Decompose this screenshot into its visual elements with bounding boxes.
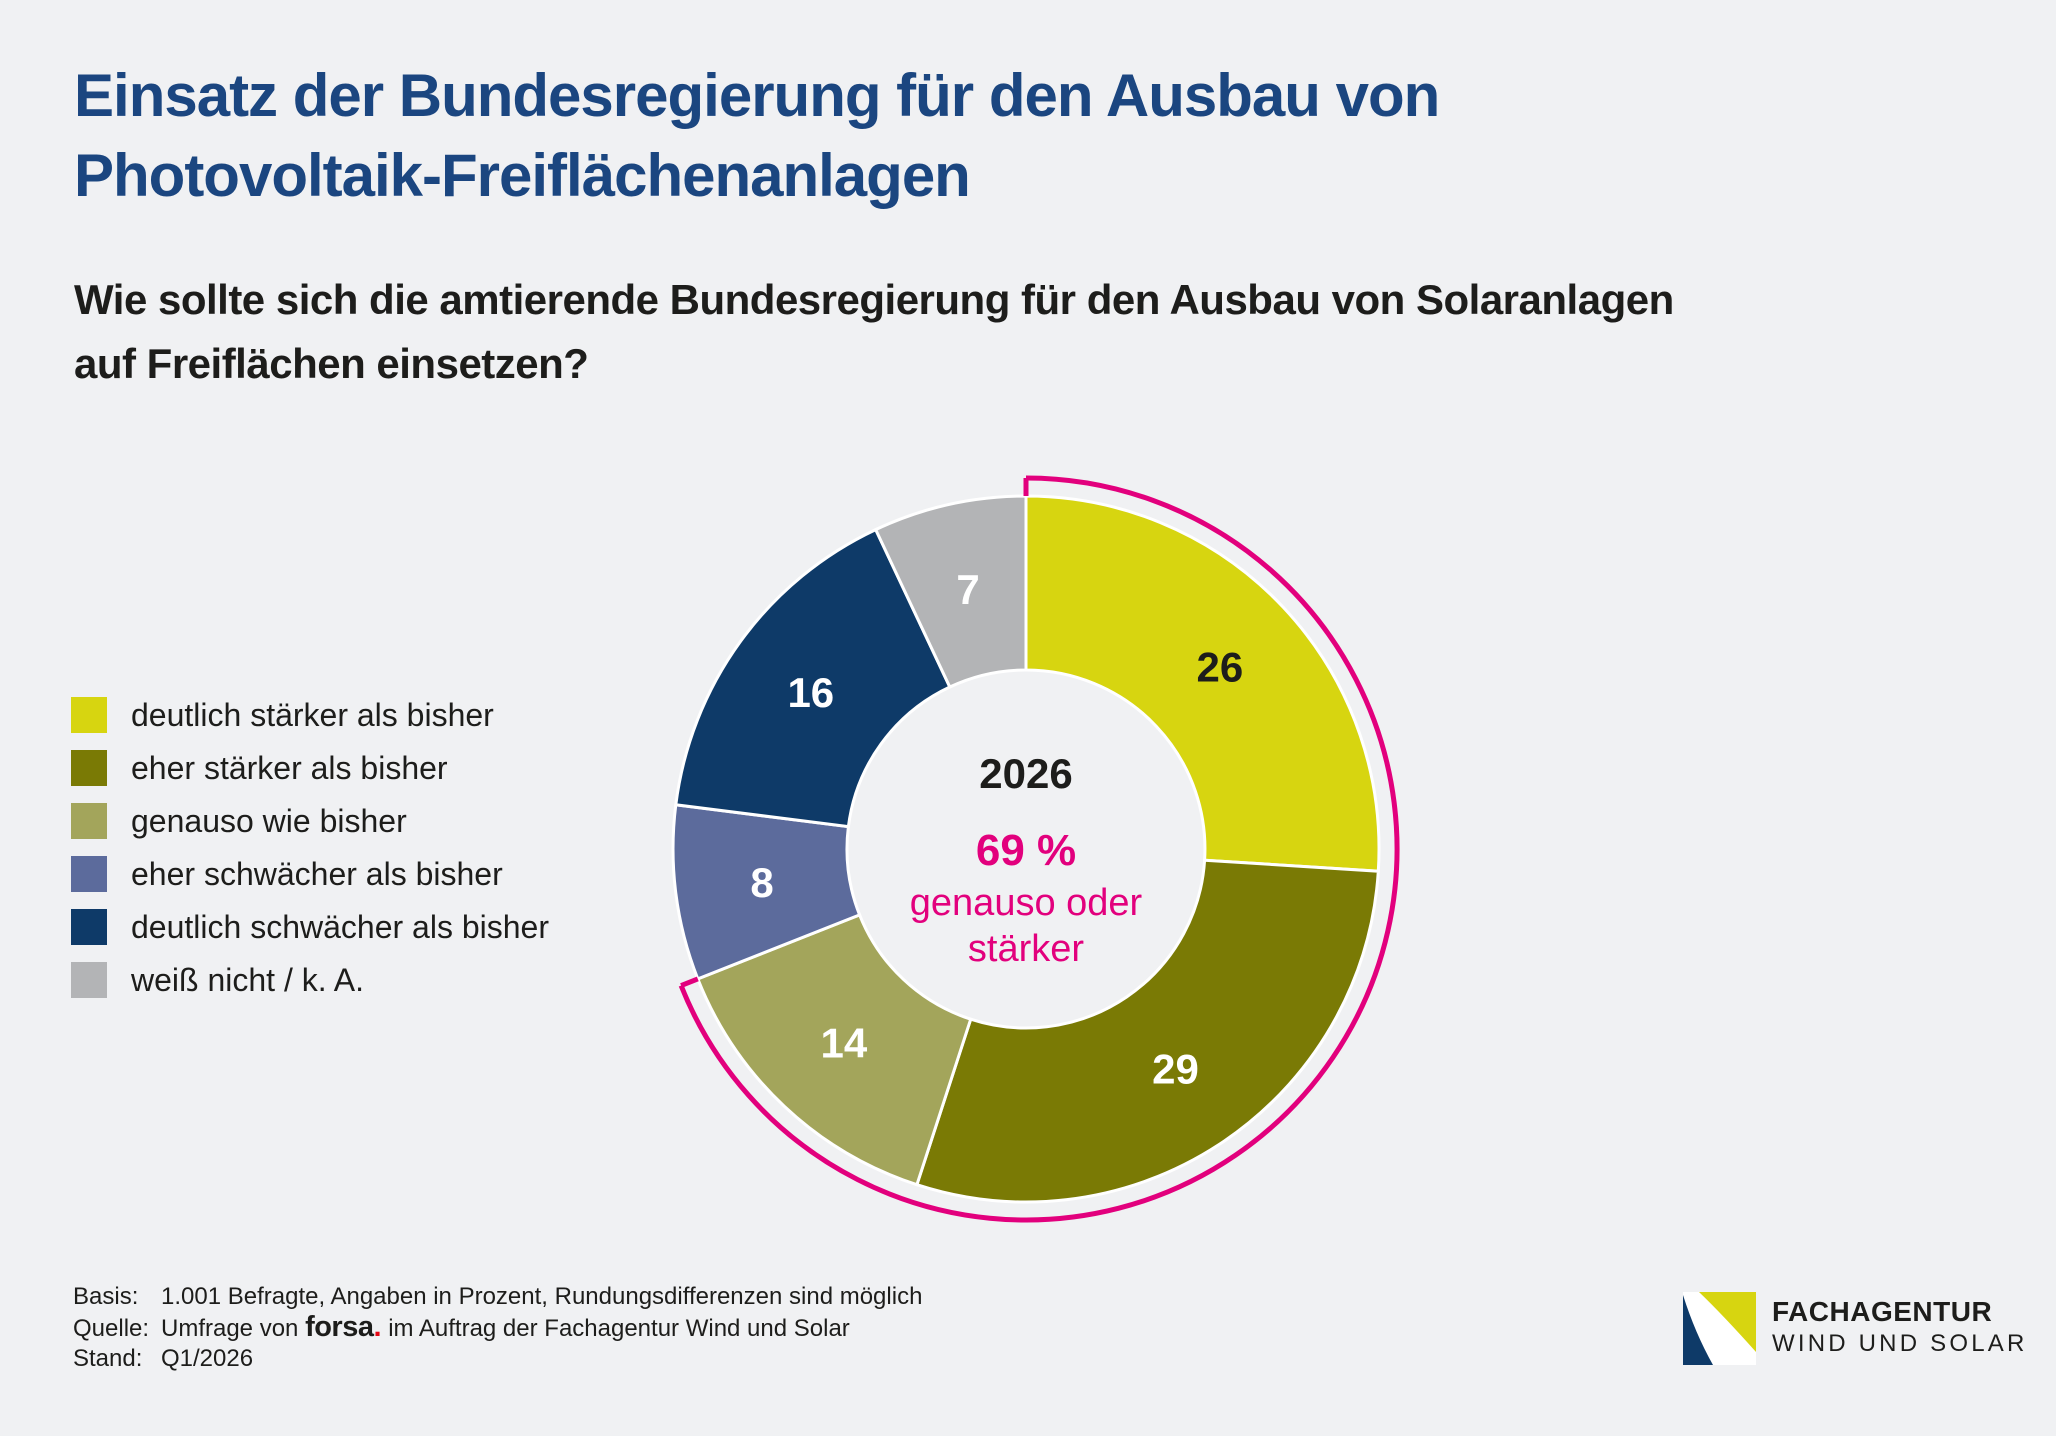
donut-segment-0 bbox=[1024, 494, 1381, 873]
fachagentur-logo-mark bbox=[1683, 1292, 1756, 1365]
legend-item: genauso wie bisher bbox=[71, 803, 549, 839]
highlight-arc-tick bbox=[680, 976, 699, 988]
survey-question: Wie sollte sich die amtierende Bundesreg… bbox=[74, 268, 1774, 396]
footnote-quelle-label: Quelle: bbox=[73, 1315, 150, 1342]
logo-mark-blue-sail bbox=[1683, 1295, 1713, 1365]
footnote-stand-label: Stand: bbox=[73, 1345, 143, 1372]
legend-item: eher schwächer als bisher bbox=[71, 856, 549, 892]
forsa-logo-text: forsa bbox=[305, 1311, 374, 1343]
donut-value-label: 16 bbox=[787, 669, 834, 716]
page-title-line2: Photovoltaik-Freiflächenanlagen bbox=[74, 142, 971, 209]
donut-segment-1 bbox=[915, 858, 1380, 1204]
donut-segment-4 bbox=[674, 527, 952, 829]
page-title: Einsatz der Bundesregierung für den Ausb… bbox=[74, 56, 1574, 216]
logo-mark-yellow-sail bbox=[1699, 1292, 1756, 1352]
footnote-stand-row: Stand: Q1/2026 bbox=[73, 1344, 922, 1374]
legend-label: deutlich stärker als bisher bbox=[131, 696, 494, 733]
donut-center-percent: 69 % bbox=[975, 826, 1077, 875]
legend-label: deutlich schwächer als bisher bbox=[131, 908, 549, 945]
legend-swatch bbox=[71, 962, 107, 998]
donut-center-labels: 2026 69 % genauso oder stärker bbox=[826, 750, 1226, 972]
footnote-quelle-value: Umfrage von forsa. im Auftrag der Fachag… bbox=[161, 1312, 850, 1344]
legend-swatch bbox=[71, 803, 107, 839]
chart-legend: deutlich stärker als bisher eher stärker … bbox=[71, 697, 549, 998]
logo-name-line1: FACHAGENTUR bbox=[1772, 1296, 1993, 1327]
logo-name-line2: WIND UND SOLAR bbox=[1772, 1330, 2028, 1357]
survey-question-line2: auf Freiflächen einsetzen? bbox=[74, 340, 589, 387]
donut-value-label: 26 bbox=[1197, 643, 1244, 690]
footnote-basis-row: Basis: 1.001 Befragte, Angaben in Prozen… bbox=[73, 1282, 922, 1312]
page-title-line1: Einsatz der Bundesregierung für den Ausb… bbox=[74, 62, 1440, 129]
legend-swatch bbox=[71, 697, 107, 733]
footnote-quelle-suffix: im Auftrag der Fachagentur Wind und Sola… bbox=[381, 1315, 850, 1342]
highlight-arc bbox=[678, 475, 1400, 1223]
fachagentur-logo-text: FACHAGENTUR WIND UND SOLAR bbox=[1772, 1296, 2027, 1358]
legend-label: weiß nicht / k. A. bbox=[131, 961, 364, 998]
legend-label: eher stärker als bisher bbox=[131, 749, 448, 786]
donut-value-label: 7 bbox=[956, 566, 979, 613]
donut-value-label: 14 bbox=[821, 1019, 868, 1066]
donut-segment-2 bbox=[695, 912, 973, 1187]
legend-swatch bbox=[71, 856, 107, 892]
legend-item: deutlich schwächer als bisher bbox=[71, 909, 549, 945]
legend-item: weiß nicht / k. A. bbox=[71, 962, 549, 998]
footnote-basis-value: 1.001 Befragte, Angaben in Prozent, Rund… bbox=[161, 1283, 923, 1310]
legend-label: eher schwächer als bisher bbox=[131, 855, 503, 892]
survey-question-line1: Wie sollte sich die amtierende Bundesreg… bbox=[74, 276, 1674, 323]
footnote-block: Basis: 1.001 Befragte, Angaben in Prozen… bbox=[73, 1282, 922, 1374]
forsa-logo-dot: . bbox=[373, 1311, 382, 1343]
footnote-quelle-row: Quelle: Umfrage von forsa. im Auftrag de… bbox=[73, 1312, 922, 1344]
donut-center-text: genauso oder stärker bbox=[909, 882, 1143, 970]
legend-swatch bbox=[71, 909, 107, 945]
legend-item: deutlich stärker als bisher bbox=[71, 697, 549, 733]
footnote-quelle-prefix: Umfrage von bbox=[161, 1315, 306, 1342]
footnote-stand-value: Q1/2026 bbox=[161, 1345, 254, 1372]
donut-center-year: 2026 bbox=[979, 750, 1073, 797]
footnote-basis-label: Basis: bbox=[73, 1283, 139, 1310]
legend-label: genauso wie bisher bbox=[131, 802, 407, 839]
legend-item: eher stärker als bisher bbox=[71, 750, 549, 786]
legend-swatch bbox=[71, 750, 107, 786]
donut-value-label: 29 bbox=[1152, 1046, 1199, 1093]
donut-value-label: 8 bbox=[750, 859, 773, 906]
